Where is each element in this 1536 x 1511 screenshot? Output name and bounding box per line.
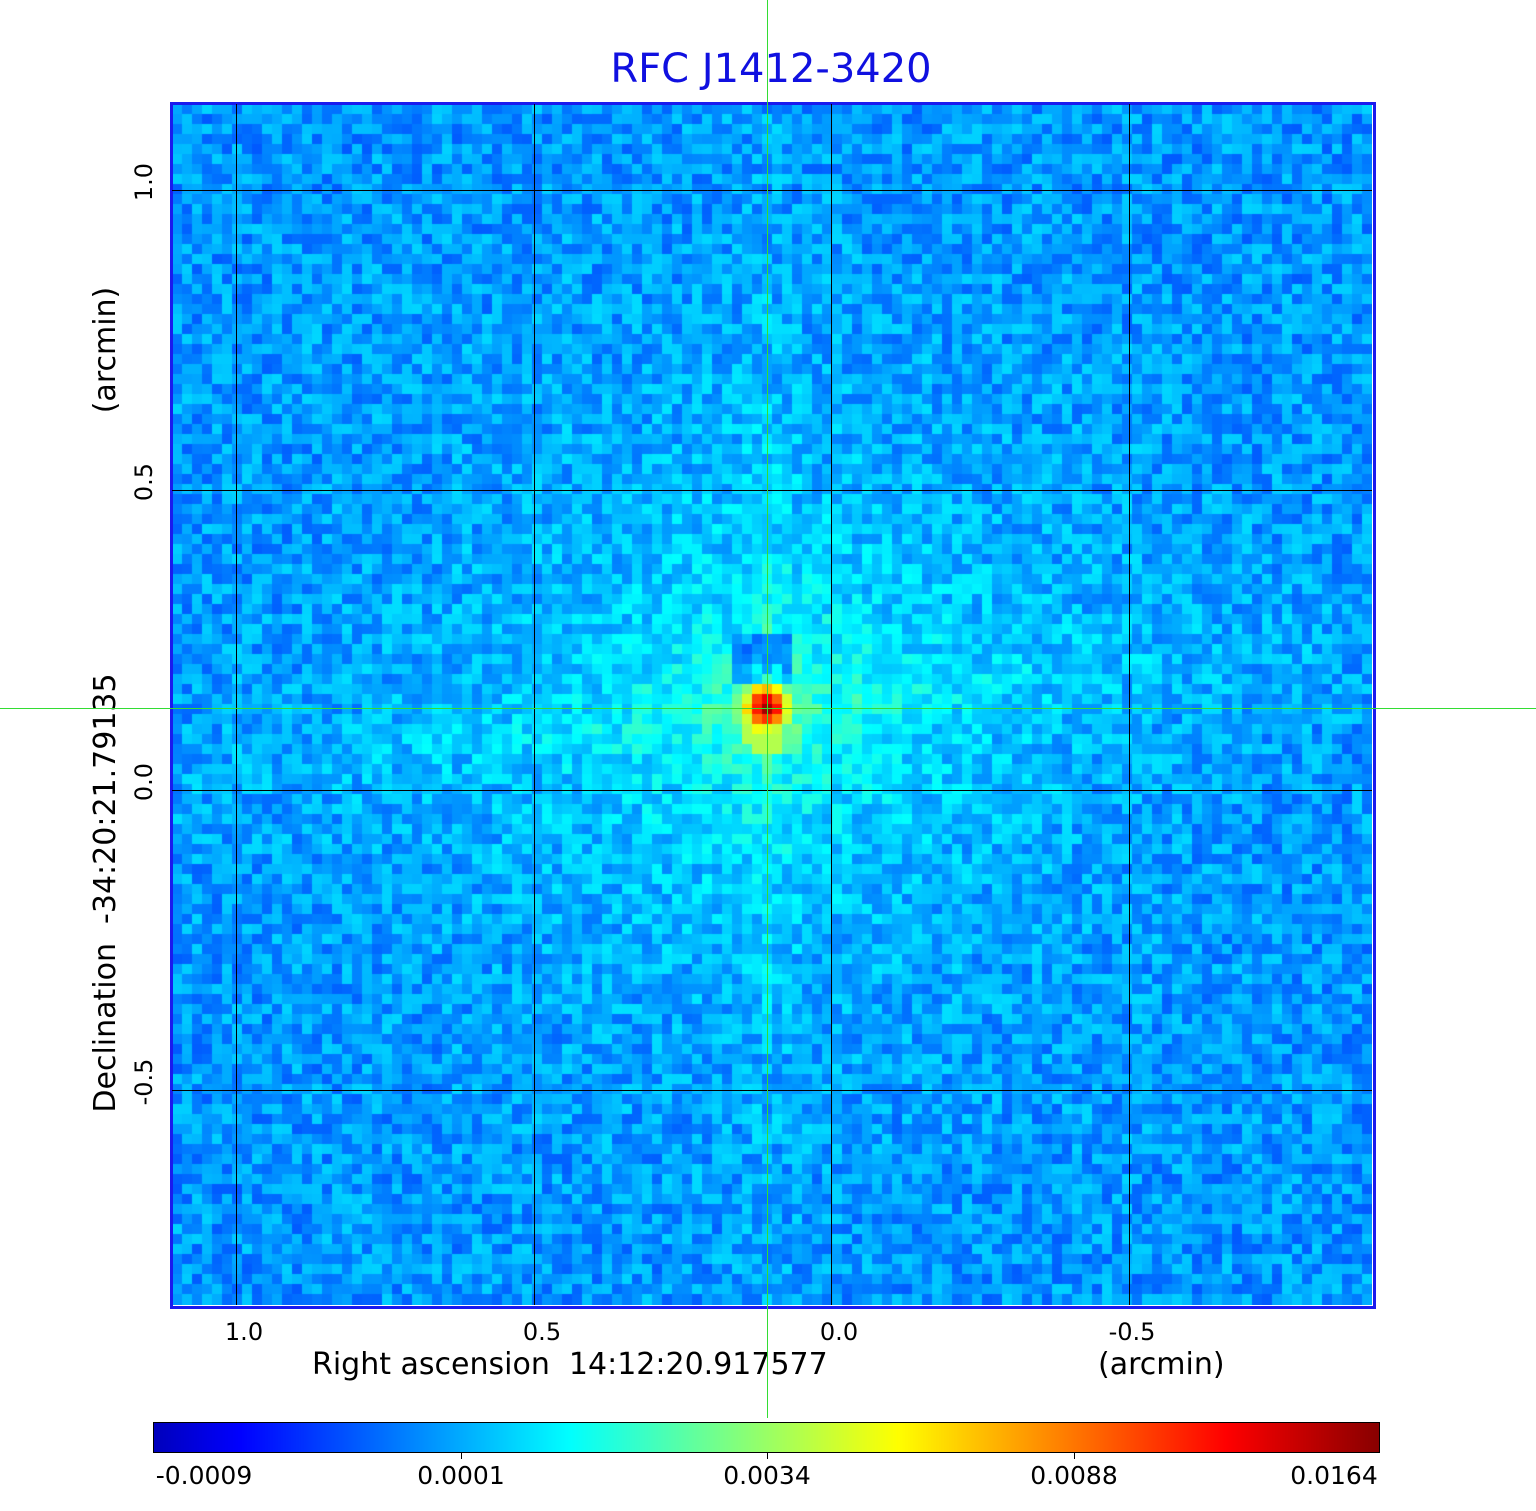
x-tick-label: -0.5 (1108, 1318, 1156, 1346)
colorbar-tick-label: 0.0164 (1290, 1461, 1378, 1490)
plot-frame (170, 102, 1376, 1309)
x-tick-label: 0.5 (522, 1318, 562, 1346)
colorbar-tick-label: 0.0034 (723, 1461, 811, 1490)
colorbar-tick-label: -0.0009 (155, 1461, 253, 1490)
chart-title: RFC J1412-3420 (610, 46, 932, 92)
colorbar-tick-label: 0.0088 (1030, 1461, 1118, 1490)
colorbar-tick-label: 0.0001 (417, 1461, 505, 1490)
x-tick-label: 0.0 (819, 1318, 859, 1346)
colorbar (153, 1422, 1380, 1453)
x-tick-label: 1.0 (224, 1318, 264, 1346)
x-axis-unit: (arcmin) (1098, 1347, 1225, 1382)
x-axis-label: Right ascension 14:12:20.917577 (312, 1347, 828, 1382)
heatmap-image (172, 104, 1372, 1305)
